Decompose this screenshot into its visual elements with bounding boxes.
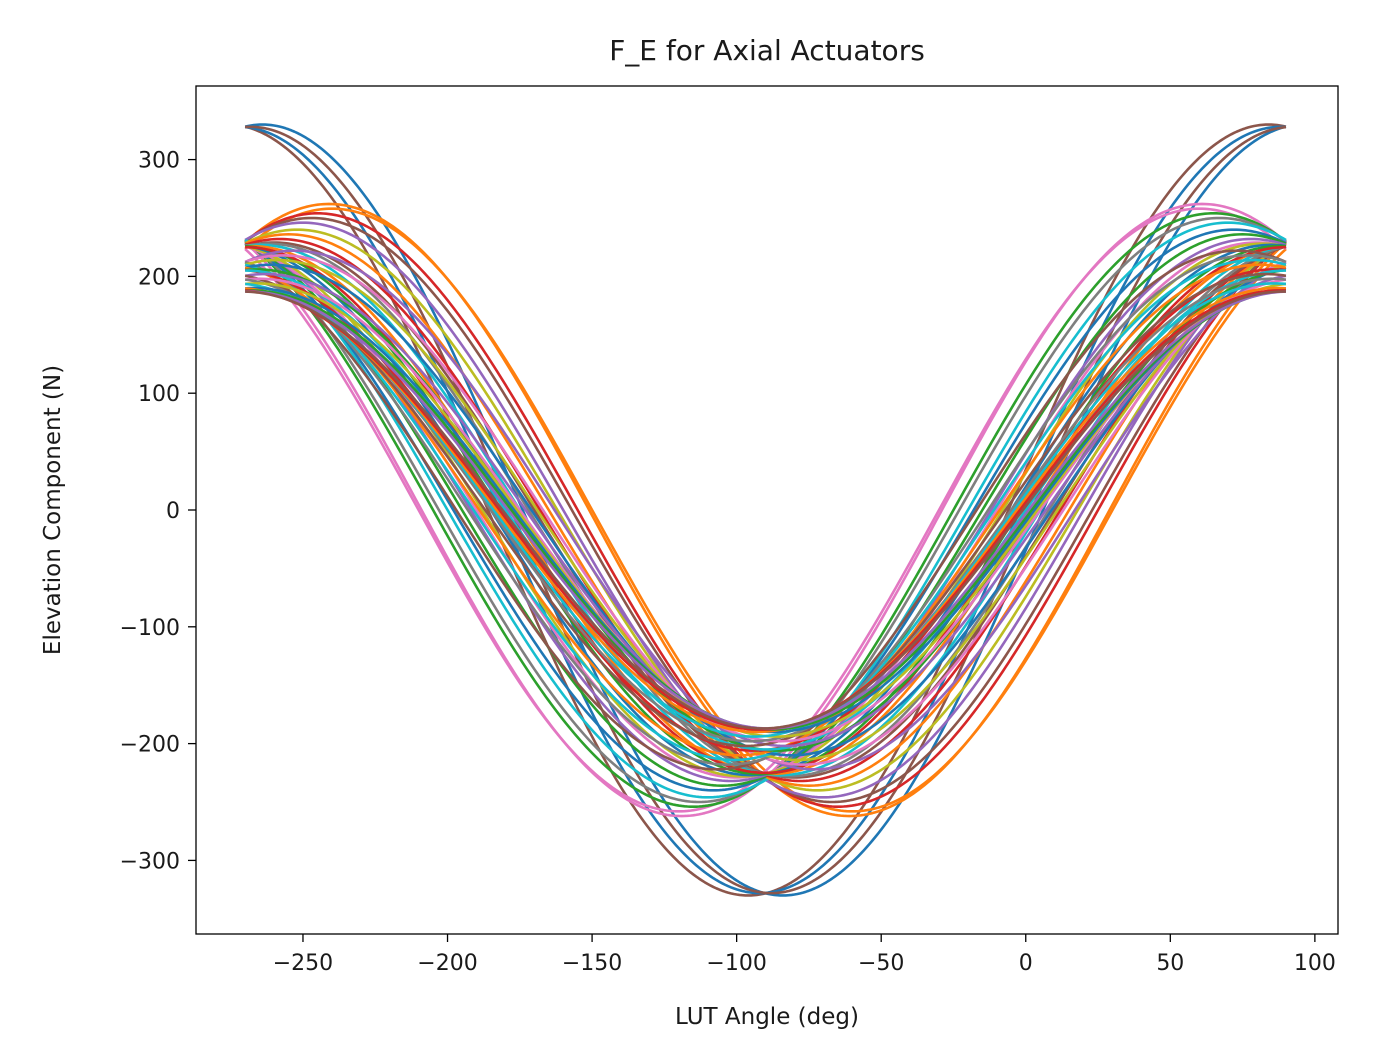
series-line-14 — [244, 221, 1287, 799]
x-tick-label: −250 — [273, 951, 333, 976]
x-tick-label: −50 — [858, 951, 904, 976]
y-tick-label: −300 — [120, 849, 180, 874]
y-tick-label: 100 — [138, 382, 180, 407]
series-line-33 — [244, 254, 1287, 766]
series-line-8 — [244, 207, 1287, 813]
y-tick-label: 200 — [138, 265, 180, 290]
y-tick-label: 300 — [138, 149, 180, 174]
chart-title: F_E for Axial Actuators — [609, 34, 925, 67]
series-line-35 — [244, 258, 1287, 762]
series-line-37 — [244, 263, 1287, 757]
y-axis-label: Elevation Component (N) — [40, 365, 66, 655]
y-axis: −300 −200 −100 0 100 200 300 — [120, 149, 196, 874]
series-line-42 — [244, 272, 1287, 748]
x-tick-label: −150 — [562, 951, 622, 976]
series-line-52 — [245, 290, 1286, 730]
x-tick-label: 100 — [1294, 951, 1336, 976]
x-tick-label: −200 — [417, 951, 477, 976]
x-tick-label: 50 — [1156, 951, 1184, 976]
x-axis-label: LUT Angle (deg) — [675, 1004, 859, 1030]
plot-area — [244, 123, 1287, 897]
x-tick-label: −100 — [706, 951, 766, 976]
series-line-48 — [245, 286, 1287, 734]
x-axis: −250 −200 −150 −100 −50 0 50 100 — [273, 934, 1336, 976]
y-tick-label: 0 — [166, 499, 180, 524]
x-tick-label: 0 — [1019, 951, 1033, 976]
y-tick-label: −200 — [120, 733, 180, 758]
y-tick-label: −100 — [120, 616, 180, 641]
